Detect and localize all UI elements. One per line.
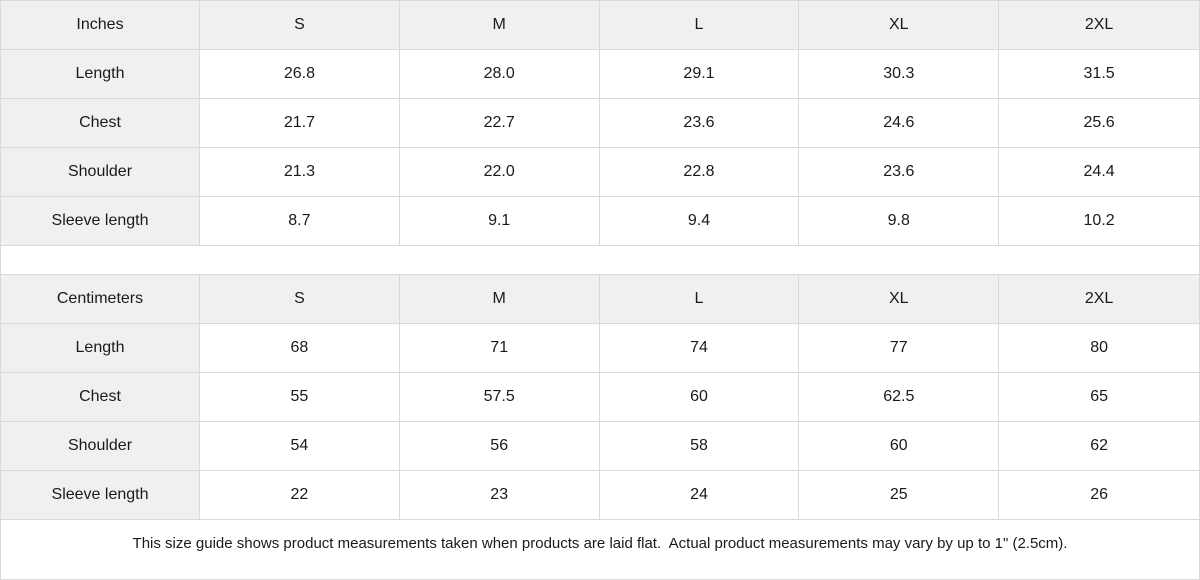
centimeters-size-header-s: S — [200, 275, 400, 324]
value-cell: 57.5 — [399, 373, 600, 422]
value-cell: 30.3 — [799, 50, 1000, 99]
value-cell: 25 — [799, 471, 1000, 520]
row-label-sleeve-length: Sleeve length — [1, 471, 200, 520]
value-cell: 62.5 — [799, 373, 1000, 422]
inches-size-header-s: S — [200, 1, 400, 50]
value-cell: 55 — [200, 373, 400, 422]
value-cell: 68 — [200, 324, 400, 373]
value-cell: 56 — [399, 422, 600, 471]
row-label-length: Length — [1, 50, 200, 99]
value-cell: 65 — [999, 373, 1199, 422]
value-cell: 8.7 — [200, 197, 400, 246]
value-cell: 77 — [799, 324, 1000, 373]
value-cell: 24.4 — [999, 148, 1199, 197]
row-label-shoulder: Shoulder — [1, 422, 200, 471]
inches-size-header-xl: XL — [799, 1, 1000, 50]
value-cell: 24.6 — [799, 99, 1000, 148]
inches-size-header-m: M — [399, 1, 600, 50]
value-cell: 21.7 — [200, 99, 400, 148]
value-cell: 71 — [399, 324, 600, 373]
inches-unit-header: Inches — [1, 1, 200, 50]
value-cell: 9.4 — [599, 197, 800, 246]
table-spacer — [1, 246, 1199, 275]
centimeters-size-header-l: L — [599, 275, 800, 324]
centimeters-table: Centimeters S M L XL 2XL Length 68 71 74… — [1, 275, 1199, 520]
inches-table: Inches S M L XL 2XL Length 26.8 28.0 29.… — [1, 1, 1199, 246]
value-cell: 24 — [599, 471, 800, 520]
value-cell: 25.6 — [999, 99, 1199, 148]
inches-size-header-2xl: 2XL — [999, 1, 1199, 50]
value-cell: 58 — [599, 422, 800, 471]
value-cell: 23.6 — [599, 99, 800, 148]
value-cell: 22.0 — [399, 148, 600, 197]
row-label-chest: Chest — [1, 373, 200, 422]
row-label-length: Length — [1, 324, 200, 373]
value-cell: 23 — [399, 471, 600, 520]
value-cell: 26 — [999, 471, 1199, 520]
value-cell: 23.6 — [799, 148, 1000, 197]
value-cell: 62 — [999, 422, 1199, 471]
value-cell: 26.8 — [200, 50, 400, 99]
row-label-shoulder: Shoulder — [1, 148, 200, 197]
value-cell: 60 — [599, 373, 800, 422]
value-cell: 10.2 — [999, 197, 1199, 246]
value-cell: 54 — [200, 422, 400, 471]
value-cell: 22.8 — [599, 148, 800, 197]
centimeters-size-header-m: M — [399, 275, 600, 324]
size-guide-note: This size guide shows product measuremen… — [1, 520, 1199, 567]
value-cell: 22.7 — [399, 99, 600, 148]
value-cell: 29.1 — [599, 50, 800, 99]
value-cell: 9.1 — [399, 197, 600, 246]
value-cell: 31.5 — [999, 50, 1199, 99]
value-cell: 9.8 — [799, 197, 1000, 246]
centimeters-size-header-xl: XL — [799, 275, 1000, 324]
inches-size-header-l: L — [599, 1, 800, 50]
value-cell: 22 — [200, 471, 400, 520]
centimeters-unit-header: Centimeters — [1, 275, 200, 324]
centimeters-size-header-2xl: 2XL — [999, 275, 1199, 324]
value-cell: 21.3 — [200, 148, 400, 197]
value-cell: 28.0 — [399, 50, 600, 99]
row-label-sleeve-length: Sleeve length — [1, 197, 200, 246]
value-cell: 80 — [999, 324, 1199, 373]
value-cell: 60 — [799, 422, 1000, 471]
row-label-chest: Chest — [1, 99, 200, 148]
value-cell: 74 — [599, 324, 800, 373]
